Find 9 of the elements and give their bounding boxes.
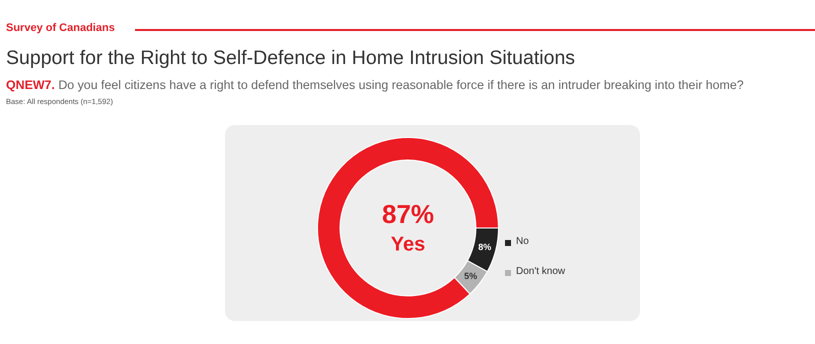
chart-subtitle: QNEW7. Do you feel citizens have a right to defend themselves using reasonable force if there is an intruder breaking into their home? <box>6 78 744 92</box>
text: Survey of Canadians <box>6 22 115 34</box>
data-label: 5% <box>464 271 478 282</box>
data-label: 8% <box>478 242 492 252</box>
slice-label: Yes <box>390 234 426 256</box>
legend-label: No <box>516 236 529 247</box>
legend-label: Don't know <box>516 266 566 277</box>
chart-title: Support for the Right to Self-Defence in Home Intrusion Situations <box>6 47 576 70</box>
text: 87% <box>382 199 434 230</box>
